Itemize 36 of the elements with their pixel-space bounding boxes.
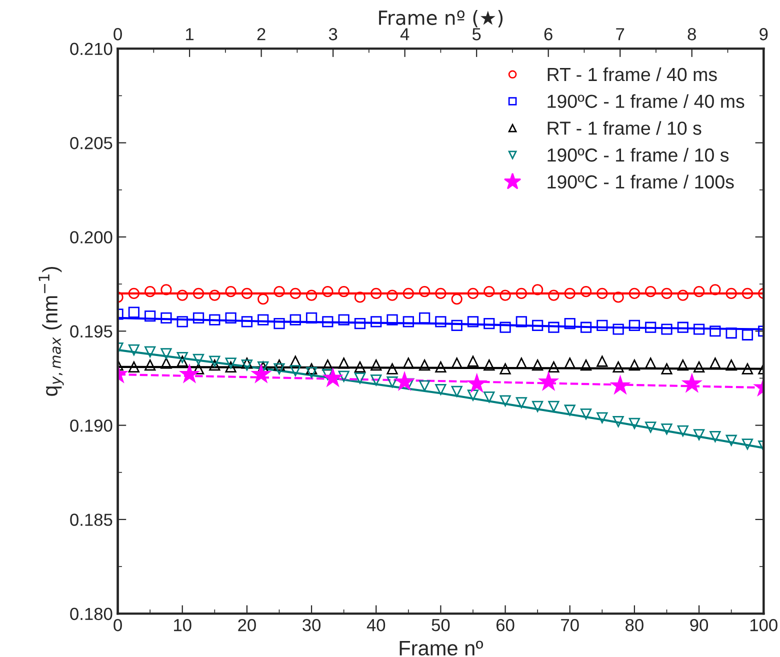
x-tick-label: 90 <box>690 618 708 632</box>
x-axis-title: Frame nº <box>400 640 484 656</box>
legend-label: 190ºC - 1 frame / 100s <box>548 174 734 189</box>
x2-tick-label: 7 <box>616 28 624 40</box>
legend-label: RT - 1 frame / 10 s <box>548 121 702 135</box>
x-tick-label: 20 <box>238 618 256 632</box>
x2-tick-label: 0 <box>114 28 122 40</box>
x2-tick-label: 5 <box>472 28 481 40</box>
x2-tick-label: 9 <box>760 28 768 40</box>
x2-tick-label: 1 <box>186 28 194 40</box>
x2-axis-title: Frame nº (★) <box>379 10 503 28</box>
legend-label: RT - 1 frame / 40 ms <box>548 67 717 82</box>
x2-tick-label: 3 <box>328 28 338 40</box>
y-tick-label: 0.185 <box>70 514 112 526</box>
x-tick-label: 80 <box>626 618 644 632</box>
y-axis-title: q$_{y,max}$ (nm$^{−1}$) <box>38 266 64 396</box>
y-tick-label: 0.195 <box>70 325 112 338</box>
y-tick-label: 0.205 <box>70 136 112 150</box>
legend-label: 190ºC - 1 frame / 10 s <box>548 148 729 162</box>
y-tick-label: 0.210 <box>70 42 112 56</box>
x-tick-label: 10 <box>174 618 192 632</box>
x-tick-label: 0 <box>114 618 122 632</box>
x2-tick-label: 8 <box>688 28 696 40</box>
x2-tick-label: 6 <box>544 28 552 40</box>
x2-tick-label: 2 <box>257 28 266 40</box>
x-tick-label: 60 <box>496 618 514 632</box>
y-tick-label: 0.200 <box>70 231 112 244</box>
x-tick-label: 70 <box>561 618 579 632</box>
x-tick-label: 40 <box>366 618 386 632</box>
y-tick-label: 0.190 <box>70 419 112 432</box>
y-tick-label: 0.180 <box>70 608 112 620</box>
legend-label: 190ºC - 1 frame / 40 ms <box>548 94 744 108</box>
x2-tick-label: 4 <box>400 28 410 40</box>
x-tick-label: 30 <box>302 618 321 632</box>
x-tick-label: 100 <box>750 618 778 632</box>
x-tick-label: 50 <box>432 618 450 632</box>
